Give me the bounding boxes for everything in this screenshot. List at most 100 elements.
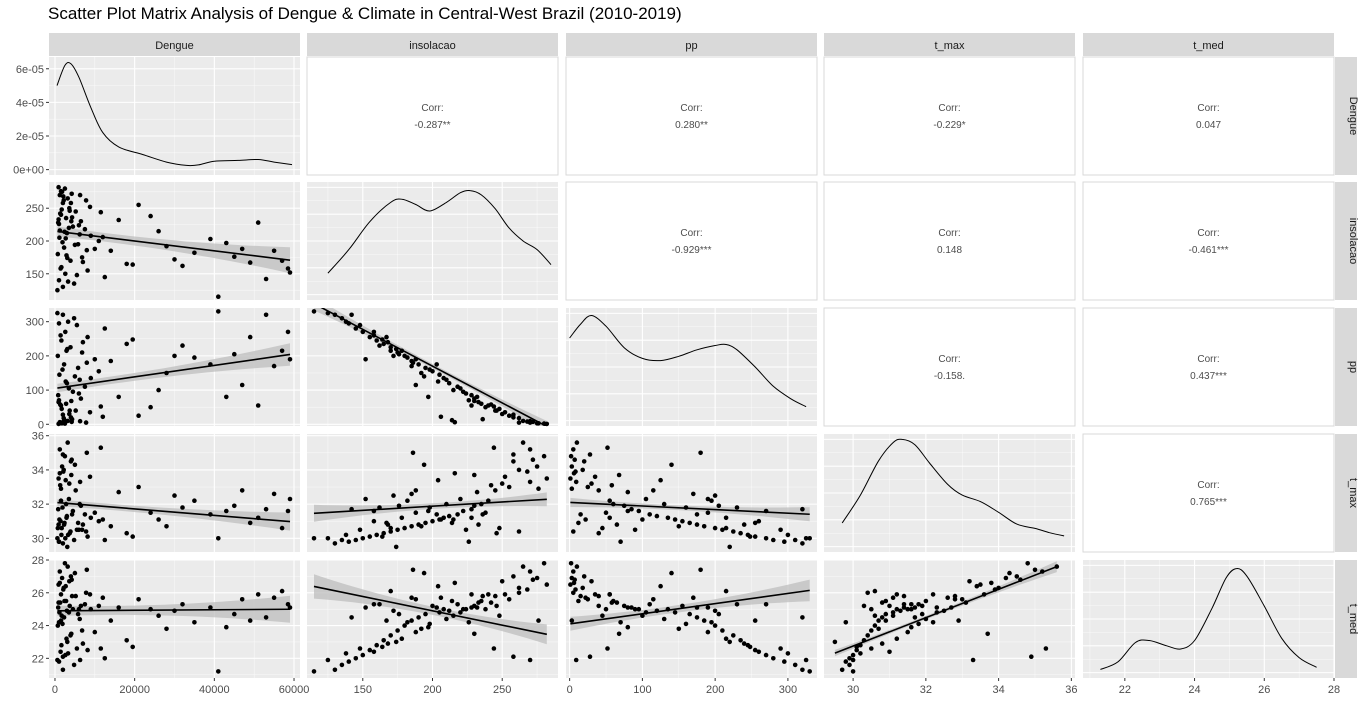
data-point: [339, 537, 345, 543]
gridlines-4-1: [307, 559, 558, 678]
data-point: [410, 567, 416, 573]
y-tick-label-t_max: 34: [32, 465, 44, 477]
data-point: [974, 583, 980, 589]
data-point: [446, 380, 452, 386]
data-point: [58, 188, 64, 194]
data-point: [919, 603, 925, 609]
data-point: [60, 240, 65, 245]
data-point: [592, 474, 598, 480]
data-point: [460, 508, 466, 514]
data-point: [463, 391, 469, 396]
data-point: [69, 593, 75, 599]
data-point: [416, 615, 421, 620]
data-point: [100, 414, 106, 420]
data-point: [285, 508, 291, 514]
row-strip-t_max: [1335, 434, 1357, 552]
data-point: [70, 389, 76, 395]
data-point: [239, 597, 245, 602]
data-point: [92, 357, 98, 362]
data-point: [374, 642, 380, 648]
data-point: [239, 382, 245, 388]
data-point: [405, 498, 410, 504]
data-point: [63, 536, 68, 541]
data-point: [56, 217, 61, 222]
data-point: [763, 602, 769, 607]
data-point: [1043, 646, 1049, 651]
data-point: [58, 518, 63, 524]
data-point: [491, 646, 497, 651]
data-point: [709, 620, 714, 625]
data-point: [712, 623, 718, 628]
data-point: [752, 520, 758, 526]
data-point: [58, 486, 64, 492]
data-point: [388, 525, 394, 531]
data-point: [108, 248, 114, 254]
data-point: [65, 255, 70, 261]
data-point: [421, 462, 427, 468]
data-point: [916, 602, 921, 607]
data-point: [469, 515, 474, 521]
data-point: [727, 544, 732, 550]
corr-panel-insolacao-t_med: [1082, 181, 1335, 301]
data-point: [57, 569, 63, 574]
x-tick-label-t_med: 26: [1258, 684, 1270, 696]
confidence-band: [314, 574, 547, 645]
data-point: [607, 498, 612, 504]
data-point: [625, 624, 631, 630]
data-point: [876, 618, 881, 623]
data-point: [455, 602, 460, 607]
corr-value-Dengue-t_max: -0.229*: [933, 120, 965, 131]
strip-insolacao: [307, 33, 558, 56]
data-point: [92, 629, 98, 635]
data-point: [723, 636, 729, 641]
data-point: [55, 525, 61, 531]
data-point: [890, 613, 896, 618]
x-tick-label-t_max: 36: [1065, 684, 1077, 696]
data-point: [85, 647, 90, 653]
data-point: [887, 603, 892, 609]
data-point: [616, 631, 622, 637]
data-point: [60, 452, 66, 457]
data-point: [438, 517, 444, 522]
data-point: [672, 517, 678, 522]
data-point: [98, 445, 104, 451]
regression-line: [57, 501, 291, 523]
data-point: [58, 421, 64, 426]
data-point: [413, 597, 419, 602]
data-point: [371, 518, 377, 524]
row-strip-label-t_med: t_med: [1347, 604, 1359, 635]
data-point: [136, 484, 141, 490]
data-point: [367, 534, 373, 539]
data-point: [850, 652, 856, 658]
data-point: [363, 605, 368, 610]
data-point: [381, 638, 387, 643]
data-point: [600, 525, 605, 531]
data-point: [65, 279, 71, 284]
density-curve-pp: [569, 315, 807, 408]
data-point: [763, 652, 769, 658]
data-point: [371, 602, 377, 607]
data-point: [216, 669, 221, 674]
data-point: [472, 503, 477, 509]
data-point: [279, 348, 285, 354]
data-point: [172, 353, 177, 359]
y-tick-label-pp: 300: [26, 317, 44, 329]
data-point: [83, 198, 89, 203]
data-point: [493, 488, 498, 493]
data-point: [287, 357, 293, 362]
data-point: [625, 508, 631, 514]
data-point: [520, 564, 526, 569]
data-point: [76, 527, 82, 533]
data-point: [124, 261, 129, 267]
data-point: [474, 605, 480, 610]
data-point: [452, 580, 458, 586]
data-point: [391, 608, 396, 614]
data-point: [349, 312, 354, 318]
data-point: [883, 618, 889, 623]
data-point: [912, 615, 918, 620]
data-point: [346, 539, 352, 544]
data-point: [75, 611, 81, 617]
data-point: [661, 501, 667, 507]
data-point: [676, 626, 682, 632]
